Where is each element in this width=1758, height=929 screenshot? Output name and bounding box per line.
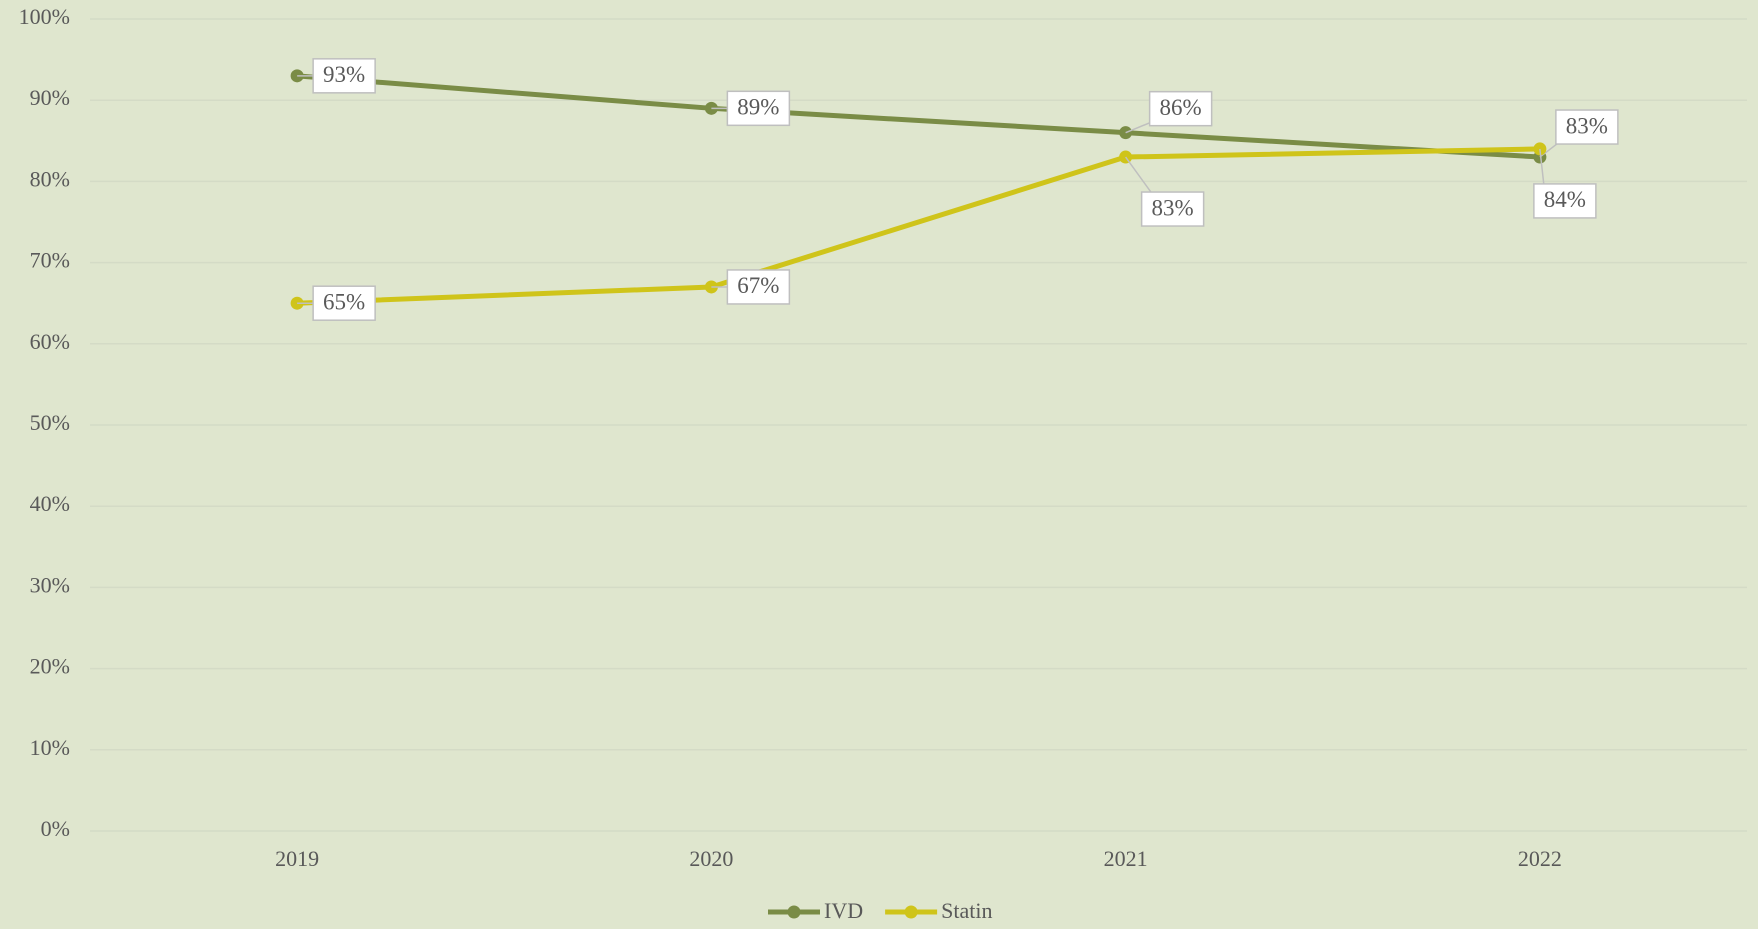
y-tick-label: 30%: [30, 572, 70, 597]
data-label: 93%: [323, 62, 365, 87]
data-label: 86%: [1160, 95, 1202, 120]
y-tick-label: 90%: [30, 85, 70, 110]
label-box: [726, 269, 791, 305]
data-label: 83%: [1152, 195, 1194, 220]
x-tick-label: 2022: [1518, 846, 1562, 871]
y-tick-label: 50%: [30, 410, 70, 435]
legend-marker: [787, 905, 801, 919]
x-tick-label: 2020: [689, 846, 733, 871]
data-label: 84%: [1544, 187, 1586, 212]
y-tick-label: 80%: [30, 166, 70, 191]
data-label: 67%: [737, 273, 779, 298]
x-tick-label: 2019: [275, 846, 319, 871]
series-line: [296, 73, 1541, 160]
y-tick-label: 70%: [30, 248, 70, 273]
label-box: [726, 90, 791, 127]
data-label: 89%: [737, 95, 779, 120]
label-box: [312, 285, 376, 321]
label-box: [312, 58, 376, 94]
x-tick-label: 2021: [1104, 846, 1148, 871]
y-tick-label: 10%: [30, 735, 70, 760]
label-box: [1533, 183, 1597, 219]
data-label: 83%: [1566, 113, 1608, 138]
y-tick-label: 0%: [41, 816, 70, 841]
legend-marker: [904, 905, 918, 919]
y-tick-label: 60%: [30, 329, 70, 354]
label-leader: [1539, 148, 1545, 186]
data-label: 65%: [323, 289, 365, 314]
series-line: [297, 146, 1540, 306]
label-box: [1148, 90, 1213, 127]
label-leader: [1125, 156, 1153, 194]
y-tick-label: 40%: [30, 491, 70, 516]
y-tick-label: 20%: [30, 654, 70, 679]
legend-label: Statin: [941, 898, 992, 923]
legend-label: IVD: [824, 898, 863, 923]
y-tick-label: 100%: [19, 4, 70, 29]
label-box: [1555, 109, 1619, 145]
label-box: [1140, 191, 1205, 227]
